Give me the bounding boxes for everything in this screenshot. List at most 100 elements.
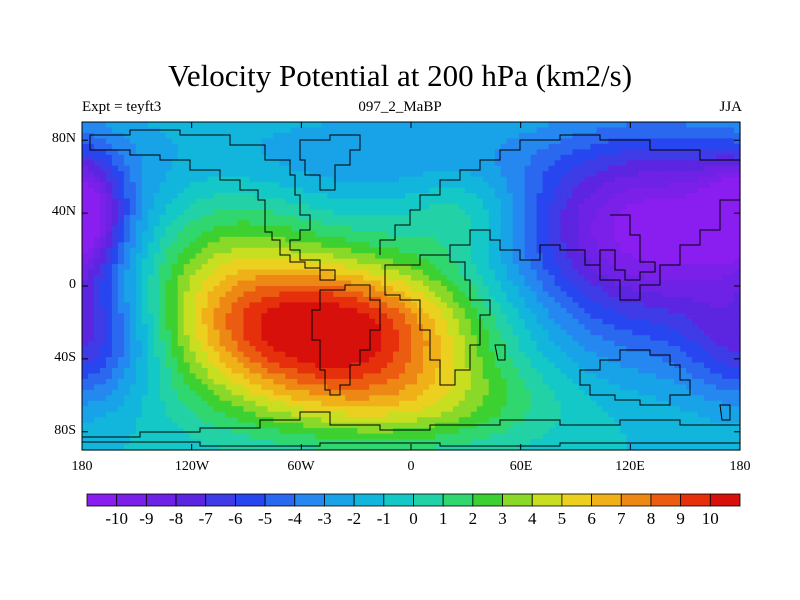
field-cell <box>422 280 430 287</box>
field-cell <box>692 165 699 172</box>
field-cell <box>129 335 137 342</box>
field-cell <box>201 346 209 353</box>
field-cell <box>446 357 454 364</box>
field-cell <box>117 313 125 320</box>
field-cell <box>243 264 251 271</box>
field-cell <box>387 171 394 178</box>
field-cell <box>554 160 562 167</box>
field-cell <box>303 329 310 336</box>
field-cell <box>375 324 382 331</box>
field-cell <box>105 165 113 172</box>
field-cell <box>506 149 514 156</box>
field-cell <box>602 313 609 320</box>
field-cell <box>249 149 257 156</box>
field-cell <box>267 209 275 216</box>
field-cell <box>482 160 490 167</box>
field-cell <box>434 204 442 211</box>
field-cell <box>644 291 651 298</box>
field-cell <box>213 176 221 183</box>
field-cell <box>686 291 693 298</box>
field-cell <box>183 154 191 161</box>
field-cell <box>692 362 699 369</box>
field-cell <box>572 132 580 139</box>
field-cell <box>309 362 316 369</box>
field-cell <box>375 122 382 129</box>
field-cell <box>393 242 400 249</box>
field-cell <box>656 165 663 172</box>
field-cell <box>500 132 508 139</box>
field-cell <box>159 236 167 243</box>
field-cell <box>285 264 292 271</box>
field-cell <box>452 122 460 129</box>
field-cell <box>135 335 143 342</box>
field-cell <box>171 280 179 287</box>
field-cell <box>87 127 95 134</box>
field-cell <box>387 149 394 156</box>
field-cell <box>542 286 550 293</box>
field-cell <box>422 138 430 145</box>
field-cell <box>674 291 681 298</box>
field-cell <box>111 209 119 216</box>
field-cell <box>590 280 598 287</box>
field-cell <box>554 357 562 364</box>
field-cell <box>470 307 478 314</box>
field-cell <box>524 204 532 211</box>
field-cell <box>446 340 454 347</box>
field-cell <box>405 193 412 200</box>
field-cell <box>458 329 466 336</box>
field-cell <box>345 242 352 249</box>
field-cell <box>381 280 388 287</box>
field-cell <box>638 214 645 221</box>
field-cell <box>87 264 95 271</box>
field-cell <box>560 307 568 314</box>
field-cell <box>153 286 161 293</box>
field-cell <box>261 275 269 282</box>
field-cell <box>279 187 286 194</box>
field-cell <box>650 247 657 254</box>
field-cell <box>87 296 95 303</box>
field-cell <box>434 198 442 205</box>
field-cell <box>440 193 448 200</box>
field-cell <box>488 132 496 139</box>
field-cell <box>488 280 496 287</box>
field-cell <box>351 149 358 156</box>
field-cell <box>213 280 221 287</box>
field-cell <box>452 182 460 189</box>
field-cell <box>542 247 550 254</box>
field-cell <box>279 220 286 227</box>
field-cell <box>249 264 257 271</box>
field-cell <box>554 149 562 156</box>
field-cell <box>117 296 125 303</box>
field-cell <box>129 253 137 260</box>
field-cell <box>303 122 310 129</box>
field-cell <box>195 324 203 331</box>
field-cell <box>428 346 436 353</box>
field-cell <box>381 204 388 211</box>
field-cell <box>141 171 149 178</box>
field-cell <box>590 143 598 150</box>
field-cell <box>82 132 89 139</box>
field-cell <box>602 258 609 265</box>
field-cell <box>668 307 675 314</box>
field-cell <box>554 302 562 309</box>
field-cell <box>500 193 508 200</box>
field-cell <box>309 231 316 238</box>
field-cell <box>548 138 556 145</box>
field-cell <box>596 286 604 293</box>
field-cell <box>297 313 304 320</box>
field-cell <box>440 165 448 172</box>
field-cell <box>279 313 286 320</box>
field-cell <box>327 368 334 375</box>
field-cell <box>488 187 496 194</box>
field-cell <box>363 182 370 189</box>
field-cell <box>632 132 639 139</box>
field-cell <box>225 335 233 342</box>
field-cell <box>650 154 657 161</box>
field-cell <box>692 220 699 227</box>
field-cell <box>243 346 251 353</box>
field-cell <box>141 214 149 221</box>
field-cell <box>452 296 460 303</box>
field-cell <box>87 269 95 276</box>
field-cell <box>279 231 286 238</box>
field-cell <box>351 280 358 287</box>
